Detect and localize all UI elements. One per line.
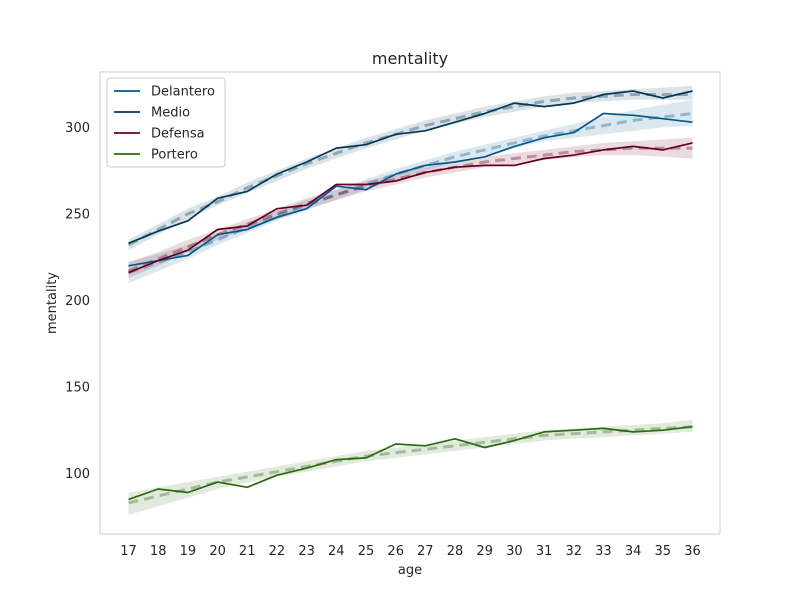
series-line-medio bbox=[128, 90, 693, 245]
x-tick-label: 34 bbox=[625, 544, 642, 559]
y-tick-label: 250 bbox=[65, 207, 90, 222]
legend-label-medio: Medio bbox=[151, 106, 190, 121]
chart-title: mentality bbox=[372, 49, 448, 68]
legend-label-portero: Portero bbox=[151, 148, 198, 163]
band-portero bbox=[128, 419, 693, 515]
x-tick-label: 19 bbox=[180, 544, 197, 559]
x-axis-ticks: 17 18 19 20 21 22 23 24 25 26 27 28 29 30 31 32 33 34 35 36 bbox=[120, 544, 701, 559]
x-tick-label: 23 bbox=[298, 544, 315, 559]
x-tick-label: 28 bbox=[447, 544, 464, 559]
x-tick-label: 20 bbox=[209, 544, 226, 559]
y-tick-label: 300 bbox=[65, 121, 90, 136]
y-tick-label: 150 bbox=[65, 380, 90, 395]
series-line-delantero bbox=[128, 112, 693, 267]
series-line-portero bbox=[128, 425, 693, 501]
x-tick-label: 32 bbox=[566, 544, 583, 559]
x-tick-label: 33 bbox=[595, 544, 612, 559]
trend-line-delantero bbox=[128, 112, 693, 275]
band-defensa bbox=[128, 137, 693, 278]
confidence-bands bbox=[128, 85, 693, 515]
x-tick-label: 36 bbox=[684, 544, 701, 559]
x-tick-label: 17 bbox=[120, 544, 137, 559]
x-tick-label: 18 bbox=[150, 544, 167, 559]
y-tick-label: 200 bbox=[65, 294, 90, 309]
series-lines bbox=[128, 90, 693, 501]
x-tick-label: 30 bbox=[506, 544, 523, 559]
x-tick-label: 27 bbox=[417, 544, 434, 559]
x-tick-label: 22 bbox=[269, 544, 286, 559]
legend-label-delantero: Delantero bbox=[151, 85, 215, 100]
legend-box bbox=[106, 77, 226, 168]
plot-frame bbox=[99, 71, 721, 535]
x-axis-label: age bbox=[398, 563, 422, 578]
band-delantero bbox=[128, 99, 693, 284]
y-tick-label: 100 bbox=[65, 467, 90, 482]
x-tick-label: 24 bbox=[328, 544, 345, 559]
trend-line-portero bbox=[128, 425, 693, 505]
legend: Delantero Medio Defensa Portero bbox=[106, 77, 226, 168]
series-line-defensa bbox=[128, 142, 693, 274]
x-tick-label: 25 bbox=[358, 544, 375, 559]
x-tick-label: 31 bbox=[536, 544, 553, 559]
y-axis-label: mentality bbox=[45, 272, 60, 334]
legend-label-defensa: Defensa bbox=[151, 127, 205, 142]
x-tick-label: 26 bbox=[387, 544, 404, 559]
y-axis-ticks: 100 150 200 250 300 bbox=[65, 121, 90, 482]
x-tick-label: 29 bbox=[476, 544, 493, 559]
x-tick-label: 35 bbox=[655, 544, 672, 559]
x-tick-label: 21 bbox=[239, 544, 256, 559]
